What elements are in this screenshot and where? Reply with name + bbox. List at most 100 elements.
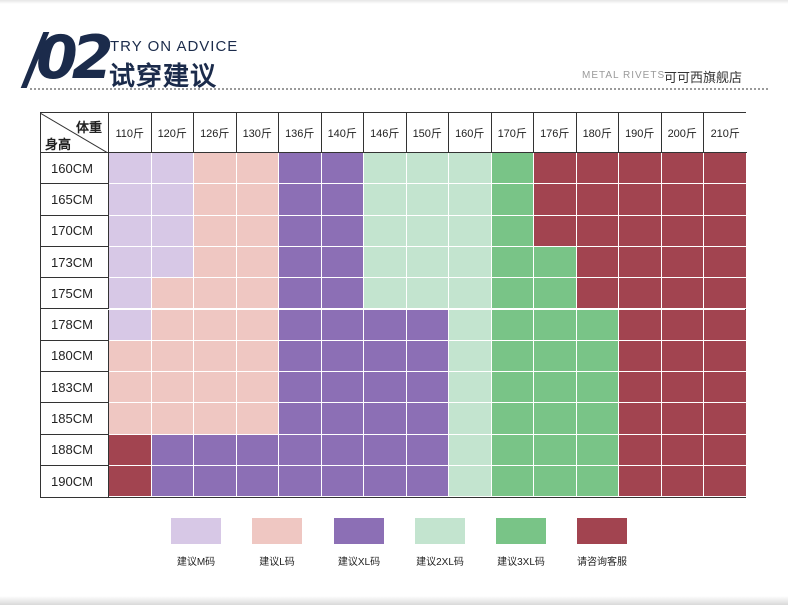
- size-cell-c: [619, 466, 662, 498]
- weight-column-header: 126斤: [194, 113, 237, 153]
- legend-swatch: [334, 518, 384, 544]
- size-cell-3xl: [491, 403, 534, 435]
- size-cell-xl: [279, 372, 322, 404]
- size-cell-l: [194, 184, 237, 216]
- size-cell-m: [109, 153, 152, 185]
- size-cell-m: [109, 184, 152, 216]
- size-cell-xl: [321, 340, 364, 373]
- size-cell-m: [109, 309, 152, 341]
- height-row-header: 183CM: [41, 372, 109, 404]
- size-cell-3xl: [491, 215, 534, 247]
- size-cell-c: [619, 309, 662, 341]
- size-cell-3xl: [491, 153, 534, 185]
- size-cell-2xl: [364, 184, 407, 216]
- size-cell-2xl: [364, 153, 407, 185]
- table-corner-header: 体重 身高: [41, 113, 109, 153]
- weight-column-header: 200斤: [661, 113, 704, 153]
- size-cell-3xl: [534, 340, 577, 373]
- size-cell-l: [151, 372, 194, 404]
- weight-column-header: 130斤: [236, 113, 279, 153]
- size-cell-m: [151, 184, 194, 216]
- size-cell-2xl: [449, 184, 492, 216]
- legend-label: 建议XL码: [337, 557, 381, 568]
- size-cell-c: [619, 372, 662, 404]
- size-cell-2xl: [449, 466, 492, 498]
- size-cell-2xl: [364, 215, 407, 247]
- weight-column-header: 146斤: [364, 113, 407, 153]
- size-cell-c: [704, 309, 747, 341]
- size-cell-c: [534, 153, 577, 185]
- legend-swatch: [252, 518, 302, 544]
- size-cell-c: [661, 215, 704, 247]
- size-cell-3xl: [534, 403, 577, 435]
- size-cell-c: [704, 340, 747, 373]
- size-cell-c: [576, 215, 619, 247]
- size-cell-xl: [279, 278, 322, 310]
- section-title-en: TRY ON ADVICE: [110, 38, 239, 55]
- legend-swatch: [171, 518, 221, 544]
- size-cell-m: [151, 246, 194, 279]
- size-cell-2xl: [449, 403, 492, 435]
- size-cell-l: [194, 309, 237, 341]
- size-cell-m: [151, 153, 194, 185]
- size-cell-2xl: [364, 246, 407, 279]
- legend-item: 建议XL码: [327, 518, 391, 568]
- size-cell-xl: [321, 309, 364, 341]
- size-cell-c: [619, 434, 662, 466]
- weight-column-header: 170斤: [491, 113, 534, 153]
- legend-label: 建议L码: [259, 557, 295, 568]
- weight-column-header: 120斤: [151, 113, 194, 153]
- height-row-header: 175CM: [41, 278, 109, 310]
- size-cell-xl: [236, 466, 279, 498]
- size-cell-xl: [364, 372, 407, 404]
- size-cell-c: [576, 278, 619, 310]
- size-cell-3xl: [534, 309, 577, 341]
- size-cell-l: [236, 246, 279, 279]
- legend-item: 建议M码: [164, 518, 228, 568]
- size-cell-m: [109, 246, 152, 279]
- brand-name-cn: 可可西旗舰店: [664, 70, 743, 85]
- height-row-header: 173CM: [41, 246, 109, 279]
- size-cell-3xl: [491, 340, 534, 373]
- size-cell-3xl: [491, 309, 534, 341]
- size-cell-xl: [321, 184, 364, 216]
- size-cell-c: [661, 278, 704, 310]
- size-cell-xl: [406, 340, 449, 373]
- size-cell-2xl: [449, 215, 492, 247]
- size-cell-3xl: [491, 434, 534, 466]
- size-cell-3xl: [491, 184, 534, 216]
- weight-column-header: 210斤: [704, 113, 747, 153]
- size-chart-table: 体重 身高 110斤 120斤 126斤 130斤 136斤 140斤 146斤 150斤 16…: [40, 112, 747, 498]
- section-number: 02: [20, 28, 113, 88]
- size-cell-c: [661, 340, 704, 373]
- size-cell-xl: [321, 466, 364, 498]
- section-title-cn: 试穿建议: [109, 61, 218, 91]
- height-row-header: 190CM: [41, 466, 109, 498]
- size-cell-3xl: [534, 466, 577, 498]
- size-cell-l: [236, 215, 279, 247]
- size-cell-c: [619, 215, 662, 247]
- size-cell-3xl: [576, 403, 619, 435]
- height-row-header: 188CM: [41, 434, 109, 466]
- size-cell-xl: [321, 278, 364, 310]
- size-cell-l: [151, 309, 194, 341]
- height-row-header: 178CM: [41, 309, 109, 341]
- section-number-text: 02: [36, 23, 113, 93]
- size-cell-c: [109, 434, 152, 466]
- brand-name-en: METAL RIVETS: [582, 70, 666, 81]
- size-cell-c: [661, 403, 704, 435]
- height-row-header: 185CM: [41, 403, 109, 435]
- size-cell-c: [619, 153, 662, 185]
- dotted-divider: [30, 88, 768, 90]
- size-cell-c: [534, 184, 577, 216]
- size-cell-2xl: [406, 246, 449, 279]
- size-cell-c: [576, 246, 619, 279]
- weight-column-header: 140斤: [321, 113, 364, 153]
- size-cell-xl: [279, 246, 322, 279]
- weight-column-header: 176斤: [534, 113, 577, 153]
- weight-column-header: 136斤: [279, 113, 322, 153]
- weight-column-header: 190斤: [619, 113, 662, 153]
- size-cell-3xl: [576, 309, 619, 341]
- size-cell-xl: [279, 403, 322, 435]
- top-shadow-rule: [0, 0, 788, 4]
